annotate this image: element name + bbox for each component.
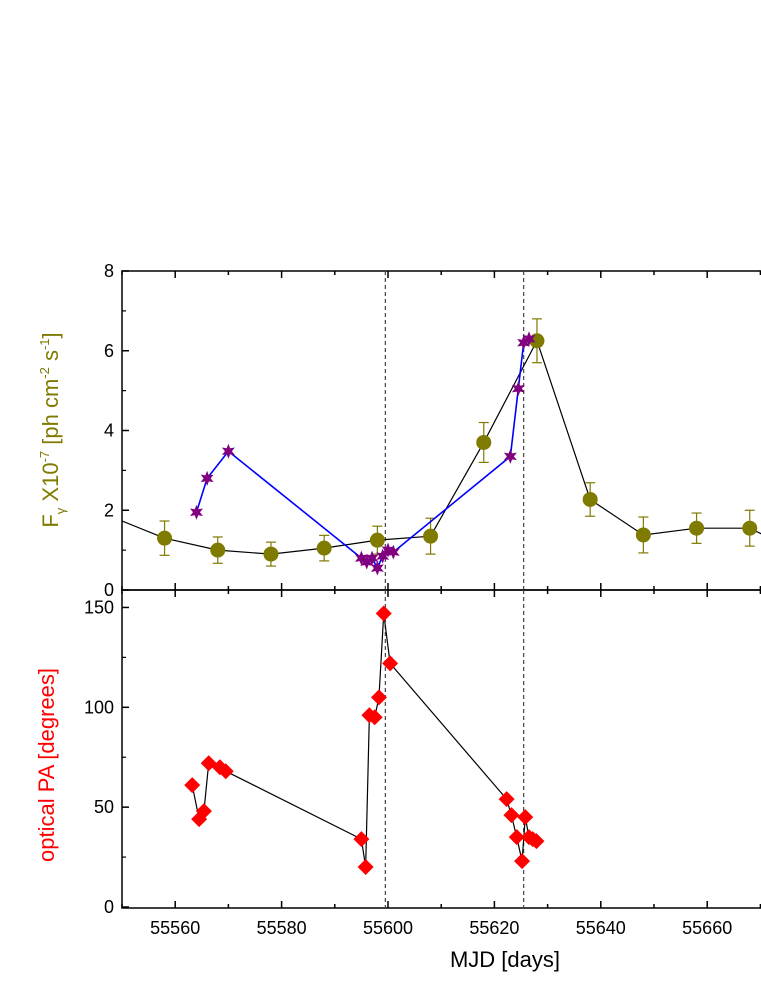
top-series-layer xyxy=(88,318,761,576)
flux-data-point xyxy=(742,520,758,536)
star-data-point xyxy=(511,381,525,397)
star-data-point xyxy=(370,560,384,576)
flux-data-point xyxy=(369,532,385,548)
pa-data-point xyxy=(366,709,383,726)
star-data-point xyxy=(354,550,368,566)
star-data-point xyxy=(376,548,390,564)
flux-data-point xyxy=(582,491,598,507)
x-tick-label-4: 55640 xyxy=(576,918,626,938)
bottom-y-tick-label-2: 100 xyxy=(84,697,114,717)
star-data-point xyxy=(503,448,517,464)
flux-data-point xyxy=(263,546,279,562)
star-data-point xyxy=(360,554,374,570)
flux-data-point xyxy=(635,527,651,543)
top-y-tick-label-2: 4 xyxy=(104,421,114,441)
flux-data-point xyxy=(210,542,226,558)
bottom-reference-lines xyxy=(384,590,525,908)
star-data-point xyxy=(517,335,531,351)
flux-data-point xyxy=(157,530,173,546)
pa-data-point xyxy=(184,777,201,794)
pa-series-line xyxy=(191,613,537,868)
bottom-y-axis-title: optical PA [degrees] xyxy=(34,668,59,862)
pa-data-point xyxy=(217,763,234,780)
top-y-axis-ticks: 0 2 4 6 8 xyxy=(104,261,129,600)
top-y-axis-title: Fγ X10-7 [ph cm-2 s-1] xyxy=(37,332,68,527)
pa-data-point xyxy=(517,809,534,826)
x-axis-title: MJD [days] xyxy=(450,947,560,972)
bottom-panel: 0 50 100 150 55560 55580 55600 55620 55640 55660… xyxy=(34,589,761,972)
flux-data-point xyxy=(689,520,705,536)
star-data-point xyxy=(189,504,203,520)
pa-data-point xyxy=(528,833,545,850)
pa-data-point xyxy=(514,853,531,870)
bottom-x-axis-ticks: 5556055580556005562055640556605 xyxy=(121,590,761,938)
pa-data-point xyxy=(503,807,520,824)
top-series-line-1 xyxy=(195,338,530,570)
pa-data-point xyxy=(498,791,515,808)
top-x-axis-ticks xyxy=(121,271,761,590)
bottom-y-tick-label-0: 0 xyxy=(104,897,114,917)
pa-data-point xyxy=(508,829,525,846)
star-data-point xyxy=(200,470,214,486)
pa-data-point xyxy=(370,689,387,706)
pa-data-point xyxy=(382,655,399,672)
x-tick-label-1: 55580 xyxy=(257,918,307,938)
flux-data-point xyxy=(88,503,103,518)
pa-data-point xyxy=(375,605,392,622)
top-y-tick-label-0: 0 xyxy=(104,580,114,600)
top-y-tick-label-3: 6 xyxy=(104,341,114,361)
x-tick-label-2: 55600 xyxy=(363,918,413,938)
pa-data-point xyxy=(353,831,370,848)
top-y-tick-label-4: 8 xyxy=(104,261,114,281)
bottom-series-layer xyxy=(184,605,545,876)
star-data-point xyxy=(381,542,395,558)
flux-data-point xyxy=(316,540,332,556)
top-panel: 0 2 4 6 8 Fγ X10-7 [ph cm-2 s-1] xyxy=(37,261,761,600)
pa-data-point xyxy=(195,803,212,820)
star-data-point xyxy=(221,443,235,459)
x-tick-label-3: 55620 xyxy=(469,918,519,938)
bottom-plot-frame xyxy=(121,589,761,909)
flux-data-point xyxy=(423,528,439,544)
pa-data-point xyxy=(357,859,374,876)
top-y-tick-label-1: 2 xyxy=(104,500,114,520)
flux-data-point xyxy=(476,434,492,450)
bottom-y-tick-label-1: 50 xyxy=(94,797,114,817)
x-tick-label-0: 55560 xyxy=(150,918,200,938)
star-data-point xyxy=(522,331,536,347)
top-series-line-0 xyxy=(122,339,761,555)
x-tick-label-5: 55660 xyxy=(682,918,732,938)
bottom-y-axis-ticks: 0 50 100 150 xyxy=(84,597,129,917)
star-data-point xyxy=(365,550,379,566)
star-data-point xyxy=(386,544,400,560)
bottom-y-tick-label-3: 150 xyxy=(84,597,114,617)
